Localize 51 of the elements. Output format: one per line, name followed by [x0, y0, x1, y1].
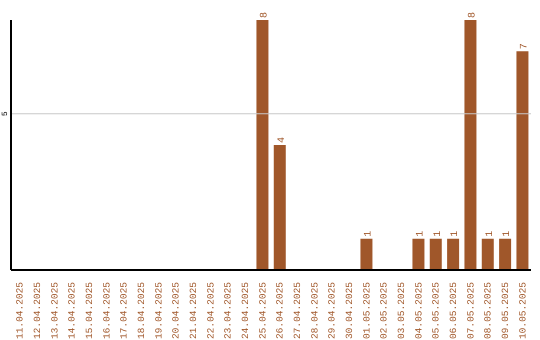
data-label: 1: [415, 230, 426, 237]
x-tick-label: 07.05.2025: [465, 282, 476, 340]
x-tick-label: 10.05.2025: [517, 282, 528, 340]
data-label: 4: [276, 136, 288, 143]
x-tick-label: 08.05.2025: [482, 282, 494, 340]
bar: [516, 51, 528, 270]
bar: [499, 238, 512, 270]
data-label: 1: [432, 230, 444, 237]
x-tick-label: 29.04.2025: [326, 282, 338, 340]
bar: [447, 238, 460, 270]
bar: [430, 238, 442, 270]
data-label: 7: [519, 43, 530, 50]
bar: [360, 238, 372, 270]
bar: [274, 145, 286, 270]
x-tick-label: 02.05.2025: [378, 282, 390, 340]
x-tick-label: 01.05.2025: [361, 282, 372, 340]
bar: [464, 20, 476, 270]
x-tick-label: 06.05.2025: [448, 282, 459, 340]
data-label: 1: [363, 230, 374, 237]
bar: [482, 238, 494, 270]
data-label: 1: [484, 230, 496, 237]
data-label: 1: [450, 230, 462, 237]
x-tick-label: 14.04.2025: [66, 282, 78, 340]
x-tick-label: 27.04.2025: [292, 282, 303, 340]
x-tick-label: 26.04.2025: [274, 282, 286, 340]
x-tick-label: 13.04.2025: [49, 282, 60, 340]
x-tick-label: 09.05.2025: [500, 282, 511, 340]
data-label: 8: [467, 12, 478, 18]
x-tick-label: 30.04.2025: [344, 282, 355, 340]
bar: [412, 238, 424, 270]
x-tick-label: 05.05.2025: [430, 282, 442, 340]
x-tick-label: 22.04.2025: [205, 282, 216, 340]
x-tick-label: 11.04.2025: [14, 282, 26, 340]
x-tick-label: 17.04.2025: [118, 282, 130, 340]
x-tick-label: 03.05.2025: [396, 282, 407, 340]
x-tick-label: 20.04.2025: [170, 282, 182, 340]
x-tick-label: 28.04.2025: [309, 282, 320, 340]
x-tick-label: 16.04.2025: [101, 282, 112, 340]
x-tick-label: 19.04.2025: [153, 282, 164, 340]
bar: [256, 20, 268, 270]
data-label: 8: [259, 12, 270, 18]
x-tick-label: 15.04.2025: [84, 282, 95, 340]
x-tick-label: 12.04.2025: [32, 282, 43, 340]
x-tick-label: 25.04.2025: [257, 282, 268, 340]
x-tick-label: 24.04.2025: [240, 282, 251, 340]
x-tick-label: 18.04.2025: [136, 282, 147, 340]
data-label: 1: [502, 230, 514, 237]
x-tick-label: 21.04.2025: [188, 282, 199, 340]
ref-line-label: 5: [1, 111, 10, 116]
x-tick-label: 23.04.2025: [222, 282, 234, 340]
x-tick-label: 04.05.2025: [413, 282, 424, 340]
